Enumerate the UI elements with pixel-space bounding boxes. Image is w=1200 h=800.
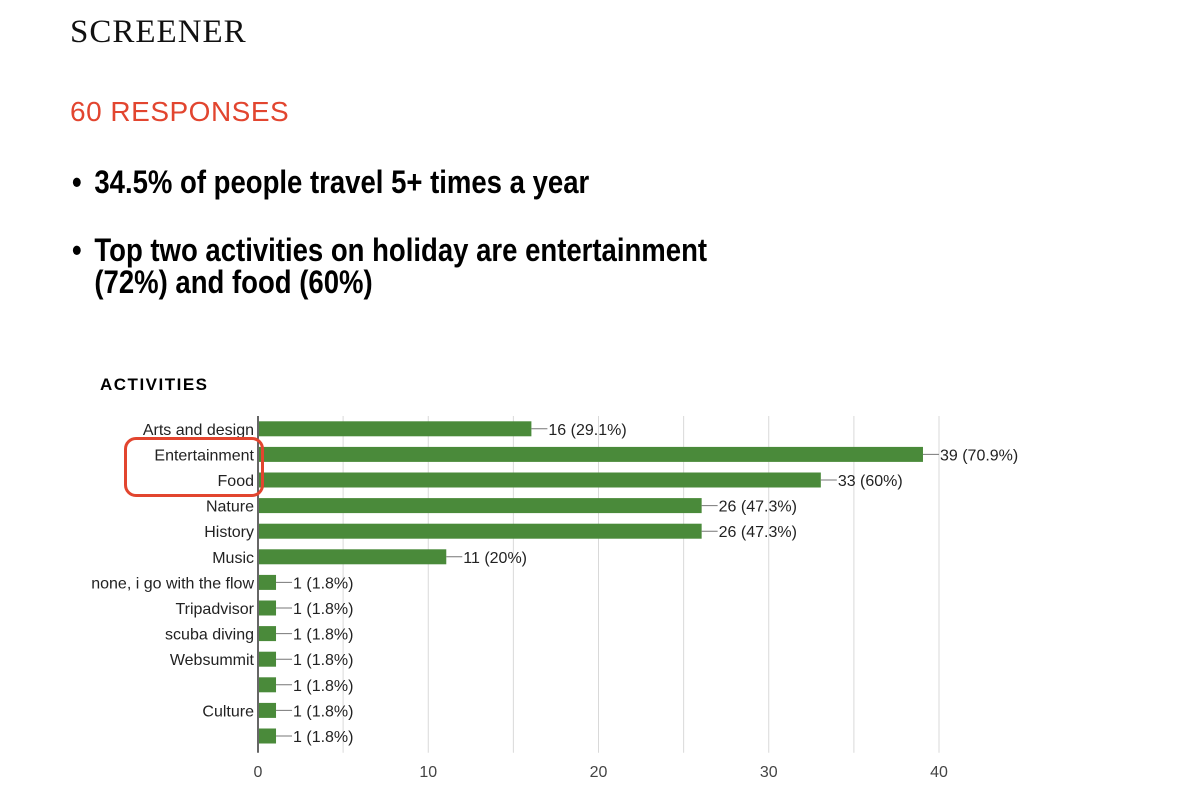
bar bbox=[259, 472, 821, 488]
data-label: 11 (20%) bbox=[463, 550, 527, 567]
category-label: Entertainment bbox=[154, 447, 254, 464]
data-label: 26 (47.3%) bbox=[719, 499, 797, 516]
bar bbox=[259, 574, 277, 590]
category-label: scuba diving bbox=[165, 627, 254, 644]
category-label: none, i go with the flow bbox=[91, 575, 254, 592]
x-tick-label: 20 bbox=[590, 764, 608, 781]
category-label: Nature bbox=[206, 499, 254, 516]
x-tick-label: 40 bbox=[930, 764, 948, 781]
bar bbox=[259, 651, 277, 667]
bullet-dot-icon: • bbox=[72, 164, 82, 200]
category-label: History bbox=[204, 524, 254, 541]
highlight-box bbox=[124, 437, 264, 497]
data-label: 1 (1.8%) bbox=[293, 575, 353, 592]
bar bbox=[259, 728, 277, 744]
finding-bullet: • 34.5% of people travel 5+ times a year bbox=[72, 166, 726, 198]
x-tick-label: 30 bbox=[760, 764, 778, 781]
x-tick-label: 0 bbox=[254, 764, 263, 781]
data-label: 1 (1.8%) bbox=[293, 601, 353, 618]
category-label: Websummit bbox=[170, 652, 255, 669]
category-label: Food bbox=[218, 473, 254, 490]
data-label: 39 (70.9%) bbox=[940, 447, 1018, 464]
bar bbox=[259, 498, 702, 514]
bullet-dot-icon: • bbox=[72, 232, 82, 268]
key-findings-list: • 34.5% of people travel 5+ times a year… bbox=[72, 166, 832, 334]
bar bbox=[259, 626, 277, 642]
responses-count: 60 RESPONSES bbox=[70, 96, 290, 127]
activities-bar-chart: 0 10 20 30 40 Arts and design 16 (29.1%) Entert… bbox=[91, 416, 1018, 781]
bar bbox=[259, 549, 447, 565]
data-label: 1 (1.8%) bbox=[293, 703, 353, 720]
category-label: Tripadvisor bbox=[175, 601, 254, 618]
chart-heading: ACTIVITIES bbox=[100, 375, 209, 394]
data-label: 1 (1.8%) bbox=[293, 627, 353, 644]
bar bbox=[259, 446, 923, 462]
finding-text: Top two activities on holiday are entert… bbox=[94, 232, 708, 300]
bar bbox=[259, 702, 277, 718]
page-title: SCREENER bbox=[70, 14, 247, 50]
data-label: 1 (1.8%) bbox=[293, 729, 353, 746]
data-label: 16 (29.1%) bbox=[548, 422, 626, 439]
finding-bullet: • Top two activities on holiday are ente… bbox=[72, 234, 726, 298]
bar bbox=[259, 421, 532, 437]
x-tick-label: 10 bbox=[419, 764, 437, 781]
bar bbox=[259, 600, 277, 616]
bar bbox=[259, 677, 277, 693]
category-label: Music bbox=[212, 550, 254, 567]
data-label: 1 (1.8%) bbox=[293, 652, 353, 669]
category-label: Arts and design bbox=[143, 422, 254, 439]
data-label: 33 (60%) bbox=[838, 473, 903, 490]
data-label: 26 (47.3%) bbox=[719, 524, 797, 541]
data-label: 1 (1.8%) bbox=[293, 678, 353, 695]
bar bbox=[259, 523, 702, 539]
finding-text: 34.5% of people travel 5+ times a year bbox=[94, 164, 590, 200]
category-label: Culture bbox=[202, 703, 254, 720]
